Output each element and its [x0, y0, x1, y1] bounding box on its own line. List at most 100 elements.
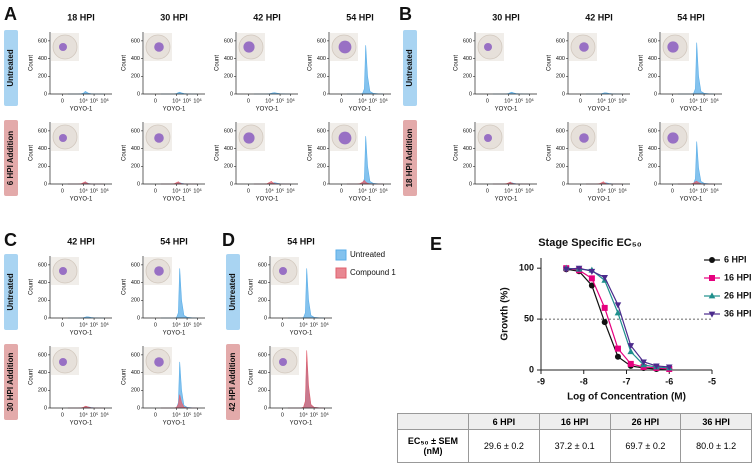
- x-tick-label: 10⁴: [358, 187, 367, 194]
- x-tick-label: 10⁴: [689, 187, 698, 194]
- y-tick-label: 400: [38, 146, 47, 152]
- data-point: [627, 348, 635, 355]
- cell: 29.6 ± 0.2: [468, 429, 540, 463]
- y-tick-label: 600: [224, 38, 233, 44]
- x-axis-label: YOYO-1: [680, 197, 703, 203]
- y-tick-label: 0: [264, 315, 267, 321]
- x-tick-label: 10⁵: [276, 97, 284, 104]
- y-tick-label: 600: [648, 128, 657, 134]
- x-tick-label: 10⁴: [504, 97, 513, 104]
- x-tick-label: 0: [61, 412, 64, 418]
- row-label: 30 HPI Addition: [6, 352, 15, 411]
- x-tick-label: 10⁴: [299, 321, 308, 328]
- y-tick-label: 600: [38, 262, 47, 268]
- x-tick-label: 10⁵: [183, 321, 191, 328]
- x-tick-label: 10⁶: [618, 97, 626, 104]
- x-tick-label: 10⁶: [193, 97, 201, 104]
- parasite: [154, 133, 164, 143]
- x-axis-label: YOYO-1: [70, 331, 93, 337]
- x-tick-label: 10⁴: [79, 411, 88, 418]
- x-tick-label: 10⁴: [79, 97, 88, 104]
- y-axis-label: Count: [547, 145, 553, 161]
- x-tick-label: 0: [154, 188, 157, 194]
- y-axis-label: Count: [29, 55, 35, 71]
- y-tick-label: 400: [38, 280, 47, 286]
- y-tick-label: 0: [562, 91, 565, 97]
- y-axis-label: Count: [308, 55, 314, 71]
- y-tick-label: 600: [38, 128, 47, 134]
- y-tick-label: 200: [224, 74, 233, 80]
- y-tick-label: 400: [38, 370, 47, 376]
- parasite: [154, 266, 164, 276]
- x-tick-label: 10⁶: [320, 411, 328, 418]
- y-tick-label: 600: [556, 128, 565, 134]
- x-tick-label: 10⁴: [504, 187, 513, 194]
- legend-label: 16 HPI: [724, 272, 752, 282]
- data-point: [601, 319, 608, 326]
- legend-marker: [708, 311, 716, 318]
- x-tick-label: 10⁴: [172, 321, 181, 328]
- y-tick-label: 0: [44, 91, 47, 97]
- x-tick-label: 10⁴: [265, 187, 274, 194]
- y-tick-label: 400: [258, 280, 267, 286]
- row-label: Untreated: [6, 49, 15, 86]
- y-tick-label: 0: [469, 181, 472, 187]
- x-tick-label: 10⁴: [172, 187, 181, 194]
- y-tick-label: 0: [137, 315, 140, 321]
- x-tick-label: 10⁶: [379, 187, 387, 194]
- y-axis-label: Count: [29, 369, 35, 385]
- column-title: 54 HPI: [677, 12, 705, 22]
- y-tick-label: 200: [38, 74, 47, 80]
- data-point: [575, 265, 583, 272]
- row-label: Untreated: [6, 273, 15, 310]
- y-tick-label: 200: [463, 74, 472, 80]
- x-tick-label: 0: [671, 98, 674, 104]
- y-tick-label: 600: [648, 38, 657, 44]
- x-tick-label: 0: [486, 98, 489, 104]
- legend-marker: [709, 275, 715, 281]
- parasite: [484, 43, 492, 51]
- x-axis-label: YOYO-1: [680, 107, 703, 113]
- x-tick-label: 10⁶: [100, 97, 108, 104]
- y-tick-label: 0: [230, 91, 233, 97]
- x-tick-label: 10⁵: [183, 411, 191, 418]
- x-axis-label: YOYO-1: [70, 197, 93, 203]
- y-tick-label: 200: [317, 74, 326, 80]
- y-axis-label: Growth (%): [500, 287, 511, 340]
- y-tick-label: 600: [463, 128, 472, 134]
- x-tick-label: 10⁶: [710, 97, 718, 104]
- parasite: [59, 358, 67, 366]
- x-tick-label: 10⁶: [286, 187, 294, 194]
- column-header: 6 HPI: [468, 413, 540, 430]
- x-axis-label: YOYO-1: [163, 197, 186, 203]
- column-title: 54 HPI: [160, 236, 188, 246]
- y-tick-label: 0: [323, 181, 326, 187]
- y-tick-label: 400: [317, 56, 326, 62]
- x-axis-label: YOYO-1: [163, 331, 186, 337]
- y-tick-label: 400: [463, 56, 472, 62]
- y-tick-label: 200: [131, 388, 140, 394]
- y-axis-label: Count: [454, 55, 460, 71]
- parasite: [667, 41, 679, 53]
- x-tick-label: 10⁵: [310, 411, 318, 418]
- column-header: 16 HPI: [538, 413, 611, 430]
- data-point: [640, 359, 647, 366]
- parasite: [338, 131, 352, 145]
- row-header: EC₅₀ ± SEM (nM): [397, 429, 469, 463]
- y-axis-label: Count: [308, 145, 314, 161]
- legend-marker: [709, 257, 715, 263]
- data-point: [627, 360, 634, 367]
- y-tick-label: 400: [258, 370, 267, 376]
- legend-label: 26 HPI: [724, 290, 752, 300]
- y-tick-label: 400: [463, 146, 472, 152]
- y-tick-label: 200: [258, 388, 267, 394]
- legend-label: 6 HPI: [724, 254, 747, 264]
- y-tick-label: 600: [556, 38, 565, 44]
- row-label: Untreated: [405, 49, 414, 86]
- x-tick-label: 10⁶: [710, 187, 718, 194]
- x-axis-label: YOYO-1: [495, 107, 518, 113]
- x-tick-label: 10⁴: [79, 187, 88, 194]
- y-tick-label: 400: [131, 56, 140, 62]
- x-tick-label: 10⁵: [515, 97, 523, 104]
